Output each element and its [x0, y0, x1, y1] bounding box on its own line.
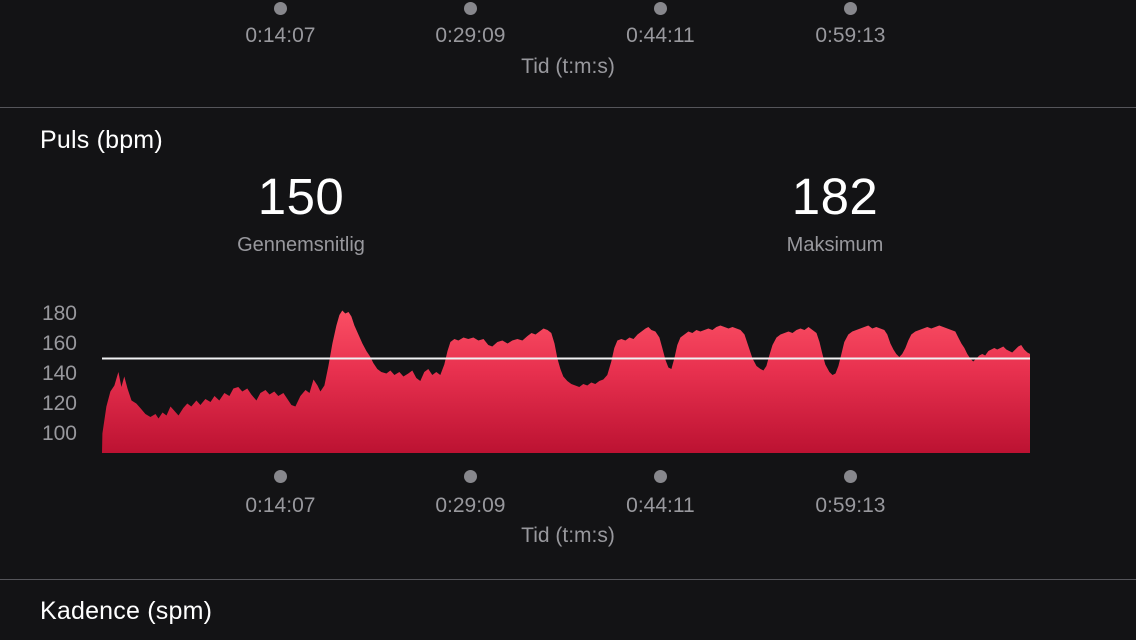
average-heart-rate-stat: 150 Gennemsnitlig	[141, 168, 461, 257]
average-heart-rate-value: 150	[257, 168, 345, 225]
x-tick-dot	[653, 470, 667, 483]
x-tick-label: 0:29:09	[435, 494, 506, 517]
x-tick-dot	[843, 2, 857, 15]
section-title-cadence: Kadence (spm)	[40, 597, 213, 625]
section-divider	[0, 579, 1136, 580]
maximum-heart-rate-stat: 182 Maksimum	[675, 168, 995, 257]
x-axis-title-top: Tid (t:m:s)	[521, 55, 615, 78]
x-tick-label: 0:59:13	[815, 494, 886, 517]
x-tick-label: 0:14:07	[245, 494, 316, 517]
heart-rate-area-chart[interactable]	[100, 300, 1030, 453]
y-tick-label: 100	[41, 422, 77, 445]
x-tick-label: 0:44:11	[626, 494, 695, 517]
y-tick-label: 180	[41, 302, 77, 325]
x-tick-label: 0:14:07	[245, 24, 316, 47]
heart-rate-area	[102, 310, 1030, 453]
x-tick-label: 0:44:11	[626, 24, 695, 47]
x-tick-dot	[273, 470, 287, 483]
x-tick-label: 0:29:09	[435, 24, 506, 47]
x-axis-title-bottom: Tid (t:m:s)	[521, 524, 615, 547]
x-tick-dot	[463, 2, 477, 15]
section-title-pulse: Puls (bpm)	[40, 126, 163, 154]
y-tick-label: 140	[41, 362, 77, 385]
section-divider	[0, 107, 1136, 108]
maximum-heart-rate-value: 182	[791, 168, 879, 225]
x-tick-dot	[463, 470, 477, 483]
y-tick-label: 160	[41, 332, 77, 355]
maximum-heart-rate-label: Maksimum	[786, 234, 884, 257]
x-tick-label: 0:59:13	[815, 24, 886, 47]
x-tick-dot	[843, 470, 857, 483]
y-tick-label: 120	[41, 392, 77, 415]
x-tick-dot	[653, 2, 667, 15]
x-tick-dot	[273, 2, 287, 15]
average-heart-rate-label: Gennemsnitlig	[237, 234, 365, 257]
